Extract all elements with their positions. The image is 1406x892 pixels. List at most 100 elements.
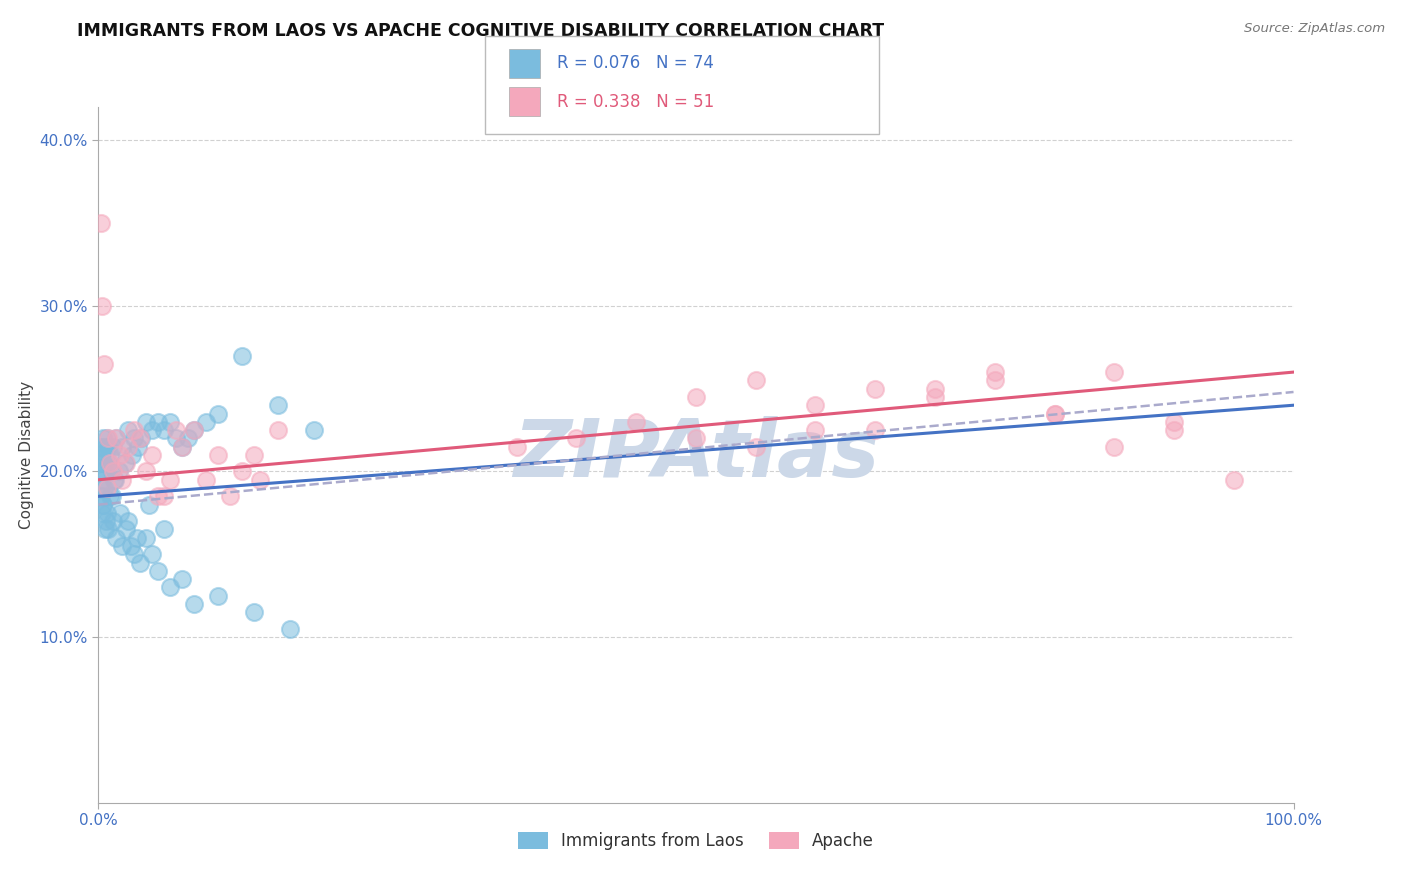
Point — [90, 465, 112, 479]
Point — [96, 431, 118, 445]
Point — [129, 431, 152, 445]
Point — [107, 465, 129, 479]
Point — [745, 440, 768, 454]
Point — [135, 415, 157, 429]
Point — [124, 431, 146, 445]
Text: R = 0.338   N = 51: R = 0.338 N = 51 — [557, 93, 714, 111]
Point — [98, 456, 121, 470]
Point — [108, 448, 131, 462]
Point — [90, 481, 112, 495]
Point — [98, 489, 122, 503]
Point — [104, 473, 127, 487]
Point — [1163, 415, 1185, 429]
Point — [93, 481, 115, 495]
Point — [120, 539, 142, 553]
Point — [91, 431, 114, 445]
Point — [183, 423, 205, 437]
Point — [506, 440, 529, 454]
Point — [231, 465, 253, 479]
Point — [89, 448, 111, 462]
Point — [172, 440, 194, 454]
Point — [90, 216, 112, 230]
Point — [101, 440, 124, 454]
Point — [111, 473, 134, 487]
Point — [97, 431, 120, 445]
Point — [243, 605, 266, 619]
Point — [93, 440, 115, 454]
Point — [121, 448, 143, 462]
Point — [91, 506, 114, 520]
Point — [148, 564, 170, 578]
Point — [96, 506, 118, 520]
Point — [172, 440, 194, 454]
Point — [135, 531, 157, 545]
Point — [165, 431, 187, 445]
Point — [267, 423, 290, 437]
Point — [243, 448, 266, 462]
Point — [865, 423, 887, 437]
Point — [177, 431, 200, 445]
Point — [1043, 407, 1066, 421]
Point — [124, 423, 146, 437]
Point — [93, 465, 115, 479]
Point — [195, 473, 218, 487]
Point — [90, 489, 112, 503]
Point — [129, 556, 152, 570]
Point — [183, 423, 205, 437]
Point — [91, 473, 114, 487]
Legend: Immigrants from Laos, Apache: Immigrants from Laos, Apache — [512, 826, 880, 857]
Point — [153, 423, 176, 437]
Point — [924, 382, 946, 396]
Point — [1223, 473, 1246, 487]
Point — [117, 423, 139, 437]
Point — [984, 373, 1007, 387]
Point — [114, 456, 136, 470]
Point — [626, 415, 648, 429]
Text: ZIPAtlas: ZIPAtlas — [513, 416, 879, 494]
Point — [172, 572, 194, 586]
Point — [105, 431, 128, 445]
Point — [91, 299, 114, 313]
Point — [94, 523, 117, 537]
Point — [117, 440, 139, 454]
Point — [125, 531, 148, 545]
Point — [153, 523, 176, 537]
Point — [141, 547, 163, 561]
Point — [207, 407, 229, 421]
Point — [141, 448, 163, 462]
Point — [93, 357, 115, 371]
Point — [108, 506, 131, 520]
Point — [153, 489, 176, 503]
Point — [159, 415, 181, 429]
Point — [105, 531, 128, 545]
Point — [111, 440, 134, 454]
Point — [103, 473, 125, 487]
Point — [148, 489, 170, 503]
Point — [101, 514, 124, 528]
Point — [159, 473, 181, 487]
Point — [165, 423, 187, 437]
Point — [865, 382, 887, 396]
Point — [302, 423, 325, 437]
Point — [100, 489, 122, 503]
Point — [159, 581, 181, 595]
Point — [91, 498, 114, 512]
Point — [1104, 365, 1126, 379]
Point — [96, 481, 118, 495]
Point — [98, 448, 122, 462]
Point — [97, 440, 120, 454]
Point — [984, 365, 1007, 379]
Point — [98, 456, 122, 470]
Point — [148, 415, 170, 429]
Point — [207, 589, 229, 603]
Point — [207, 448, 229, 462]
Text: IMMIGRANTS FROM LAOS VS APACHE COGNITIVE DISABILITY CORRELATION CHART: IMMIGRANTS FROM LAOS VS APACHE COGNITIVE… — [77, 22, 884, 40]
Point — [91, 498, 114, 512]
Point — [90, 440, 112, 454]
Point — [804, 423, 827, 437]
Point — [100, 465, 122, 479]
Point — [117, 514, 139, 528]
Point — [267, 398, 290, 412]
Point — [565, 431, 588, 445]
Point — [91, 456, 114, 470]
